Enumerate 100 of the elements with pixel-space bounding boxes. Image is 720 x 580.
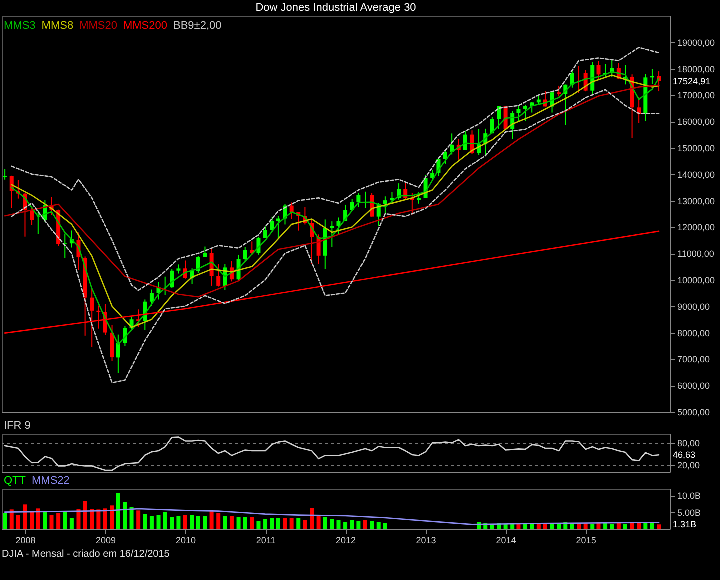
candlestick xyxy=(430,170,435,181)
bar xyxy=(210,511,214,529)
candlestick xyxy=(497,106,501,130)
candlestick xyxy=(203,246,208,258)
text: DJIA - Mensal - criado em 16/12/2015 xyxy=(2,549,170,560)
candlestick xyxy=(30,206,34,226)
bar xyxy=(176,516,181,529)
bar xyxy=(216,513,221,529)
bar xyxy=(370,521,374,529)
candlestick xyxy=(524,104,528,122)
candlestick xyxy=(264,226,268,239)
bar xyxy=(644,523,648,529)
bar xyxy=(236,517,241,529)
candlestick xyxy=(383,196,388,215)
bar xyxy=(43,512,48,529)
bar xyxy=(296,518,301,529)
bar xyxy=(376,522,381,529)
candlestick xyxy=(96,305,101,330)
bar xyxy=(123,502,128,529)
candlestick xyxy=(116,334,120,374)
bar xyxy=(163,512,168,529)
x-tick-label: 2012 xyxy=(336,536,356,546)
bar xyxy=(136,510,141,529)
bar xyxy=(63,512,68,529)
y-tick-label: 5000,00 xyxy=(678,408,710,418)
series-label: IFR 9 xyxy=(4,420,31,432)
y-tick-label: 8000,00 xyxy=(678,328,710,338)
line-series xyxy=(4,84,660,298)
candlestick xyxy=(243,246,248,262)
y-tick-label: 11000,00 xyxy=(678,249,714,260)
bar xyxy=(316,515,321,529)
bar xyxy=(604,523,608,529)
y-tick-label: 20,00 xyxy=(678,460,700,470)
bar xyxy=(310,508,314,529)
bar xyxy=(76,509,81,529)
candlestick xyxy=(516,106,521,123)
candlestick xyxy=(150,289,154,307)
y-tick-label: 80,00 xyxy=(678,438,700,449)
annotation: 1.31B xyxy=(673,520,697,530)
bar xyxy=(657,524,662,529)
y-tick-label: 16000,00 xyxy=(678,117,716,128)
bar xyxy=(350,520,354,529)
y-tick-label: 9000,00 xyxy=(678,302,710,312)
x-tick-label: 2014 xyxy=(496,536,516,546)
bar xyxy=(524,524,528,529)
candlestick xyxy=(444,150,448,164)
candlestick xyxy=(290,202,294,220)
text: MMS3 xyxy=(4,20,36,32)
candlestick xyxy=(557,85,562,98)
text: BB9±2,00 xyxy=(174,20,222,32)
candlestick xyxy=(270,216,274,232)
bar xyxy=(230,516,234,529)
bar xyxy=(130,507,134,529)
bar xyxy=(250,517,254,529)
bar xyxy=(590,524,595,529)
bar xyxy=(650,523,654,529)
bar xyxy=(383,523,388,529)
x-tick-label: 2013 xyxy=(416,536,436,546)
bar xyxy=(356,521,361,529)
line-series xyxy=(4,508,660,526)
x-tick-label: 2008 xyxy=(16,536,36,546)
text: MMS20 xyxy=(80,20,118,32)
bar xyxy=(276,518,280,529)
bar xyxy=(70,518,74,529)
y-tick-label: 7000,00 xyxy=(678,354,710,365)
bar xyxy=(256,521,261,529)
bar xyxy=(330,519,334,529)
bar xyxy=(190,515,194,529)
bar xyxy=(90,509,94,529)
bar xyxy=(150,516,154,529)
y-tick-label: 12000,00 xyxy=(678,222,716,233)
bar xyxy=(336,520,341,529)
candlestick xyxy=(3,168,8,180)
y-tick-label: 14000,00 xyxy=(678,170,716,180)
x-tick-label: 2011 xyxy=(256,536,276,546)
bar xyxy=(616,523,621,529)
bar xyxy=(303,520,308,529)
bar xyxy=(623,524,628,529)
candlestick xyxy=(216,264,221,288)
bar xyxy=(83,501,88,529)
bar xyxy=(36,508,40,529)
y-tick-label: 18000,00 xyxy=(678,64,716,74)
bar xyxy=(170,517,174,529)
bar xyxy=(363,520,368,529)
x-tick-label: 2015 xyxy=(576,536,596,546)
chart-title: Dow Jones Industrial Average 30 xyxy=(256,2,416,14)
bar xyxy=(156,515,161,529)
bar xyxy=(530,524,534,529)
bar xyxy=(183,515,188,529)
text: MMS8 xyxy=(42,20,74,32)
candlestick xyxy=(356,192,361,208)
bar xyxy=(16,515,20,529)
bar xyxy=(570,524,574,529)
text: MMS200 xyxy=(123,20,168,32)
line-series xyxy=(4,436,660,472)
bar xyxy=(243,517,248,529)
bar xyxy=(536,524,541,529)
bar xyxy=(103,508,108,529)
bar xyxy=(23,504,28,529)
bar xyxy=(30,511,34,529)
